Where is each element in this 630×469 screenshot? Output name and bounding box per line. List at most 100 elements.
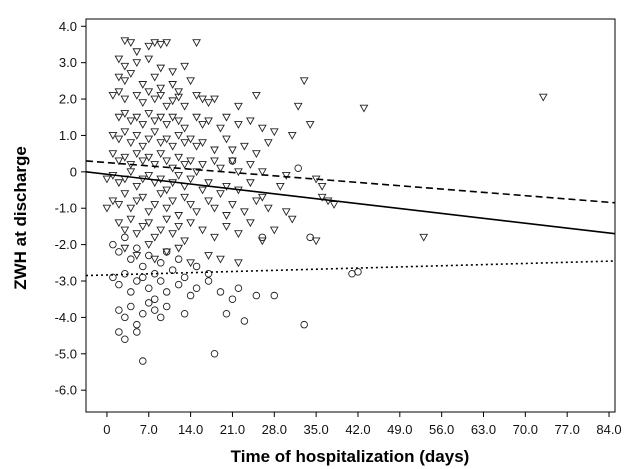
circle-point — [133, 328, 141, 336]
circle-point — [127, 302, 135, 311]
triangle-point — [150, 233, 160, 242]
x-tick-label: 14.0 — [178, 422, 203, 437]
triangle-point — [269, 226, 279, 235]
plot-frame — [85, 18, 616, 413]
circle-point — [121, 233, 129, 242]
triangle-point — [281, 208, 291, 217]
triangle-point — [120, 77, 130, 86]
circle-point — [145, 299, 153, 307]
triangle-point — [186, 175, 195, 184]
triangle-point — [114, 157, 124, 166]
circle-point — [300, 320, 308, 329]
triangle-point — [204, 252, 213, 260]
triangle-point — [126, 70, 136, 78]
triangle-point — [186, 135, 195, 144]
circle-point — [192, 284, 201, 293]
circle-point — [139, 357, 147, 365]
triangle-point — [311, 237, 321, 246]
triangle-point — [216, 255, 225, 264]
triangle-point — [257, 124, 267, 133]
triangle-point — [138, 121, 148, 129]
triangle-point — [263, 139, 273, 148]
circle-point — [133, 320, 141, 329]
triangle-point — [210, 95, 219, 104]
triangle-point — [180, 139, 189, 148]
circle-point — [174, 255, 183, 263]
triangle-point — [114, 88, 124, 97]
plot-area — [85, 37, 616, 365]
triangle-point — [251, 150, 261, 158]
x-tick-label: 77.0 — [555, 422, 580, 437]
triangle-point — [162, 135, 172, 144]
triangle-point — [257, 237, 267, 246]
triangle-point — [228, 146, 237, 155]
triangle-point — [204, 99, 213, 108]
y-axis: 4.0 3.0 2.0 1.0 0 -1.0 -2.0 -3.0 -4.0 -5.0 -6.0 — [55, 19, 86, 398]
triangle-point — [108, 150, 118, 158]
triangle-point — [246, 179, 255, 188]
triangle-point — [305, 121, 315, 129]
x-tick-label: 42.0 — [345, 422, 370, 437]
circle-point — [156, 259, 165, 267]
triangle-point — [168, 197, 178, 206]
triangle-point — [198, 186, 207, 195]
triangle-point — [144, 219, 154, 228]
triangle-point — [144, 153, 154, 162]
circle-point — [240, 317, 249, 325]
y-tick-label: 4.0 — [59, 19, 77, 34]
triangle-point — [246, 117, 255, 126]
circle-point — [222, 310, 231, 318]
fit-line-dotted — [85, 260, 616, 277]
triangle-point — [150, 117, 160, 126]
triangle-point — [132, 131, 142, 140]
triangle-point — [186, 157, 195, 166]
y-axis-title: ZWH at discharge — [11, 146, 30, 290]
triangle-point — [186, 77, 195, 86]
triangle-point — [192, 208, 201, 217]
circle-point — [115, 280, 123, 289]
triangle-point — [156, 41, 166, 49]
triangle-point — [162, 157, 172, 166]
triangle-point — [180, 124, 189, 133]
triangle-point — [150, 73, 160, 82]
triangle-point — [168, 68, 178, 77]
triangle-point — [114, 179, 124, 188]
triangle-point — [138, 193, 148, 202]
triangle-point — [168, 97, 178, 106]
triangle-point — [162, 204, 172, 213]
y-tick-label: 1.0 — [59, 128, 77, 143]
triangle-point — [216, 124, 225, 133]
circle-point — [306, 233, 314, 242]
x-axis-title: Time of hospitalization (days) — [231, 447, 470, 466]
triangle-point — [102, 175, 112, 184]
triangle-point — [138, 81, 148, 89]
triangle-point — [234, 230, 243, 239]
triangle-point — [132, 197, 142, 206]
triangle-point — [114, 135, 124, 144]
triangle-point — [138, 99, 148, 108]
x-tick-label: 84.0 — [596, 422, 621, 437]
circle-point — [210, 350, 219, 358]
triangle-point — [156, 64, 166, 73]
triangle-point — [240, 142, 249, 151]
triangle-point — [180, 237, 189, 246]
triangle-point — [102, 204, 112, 213]
y-tick-label: -1.0 — [55, 201, 77, 216]
circle-point — [228, 295, 237, 303]
triangle-point — [144, 88, 154, 97]
circle-point — [162, 248, 171, 256]
triangle-point — [293, 102, 303, 111]
triangle-point — [114, 113, 124, 122]
triangle-point — [156, 139, 166, 148]
triangle-point — [108, 91, 118, 100]
circle-point — [115, 306, 123, 314]
x-axis: 0 7.0 14.0 21.0 28.0 35.0 42.0 49.0 56.0 63.0 70.0… — [103, 412, 622, 437]
triangle-point — [150, 128, 160, 137]
triangle-point — [240, 208, 249, 217]
triangle-point — [120, 37, 130, 46]
triangle-point — [126, 215, 136, 224]
triangle-point — [263, 204, 273, 213]
triangle-point — [180, 193, 189, 202]
triangle-point — [132, 48, 142, 57]
